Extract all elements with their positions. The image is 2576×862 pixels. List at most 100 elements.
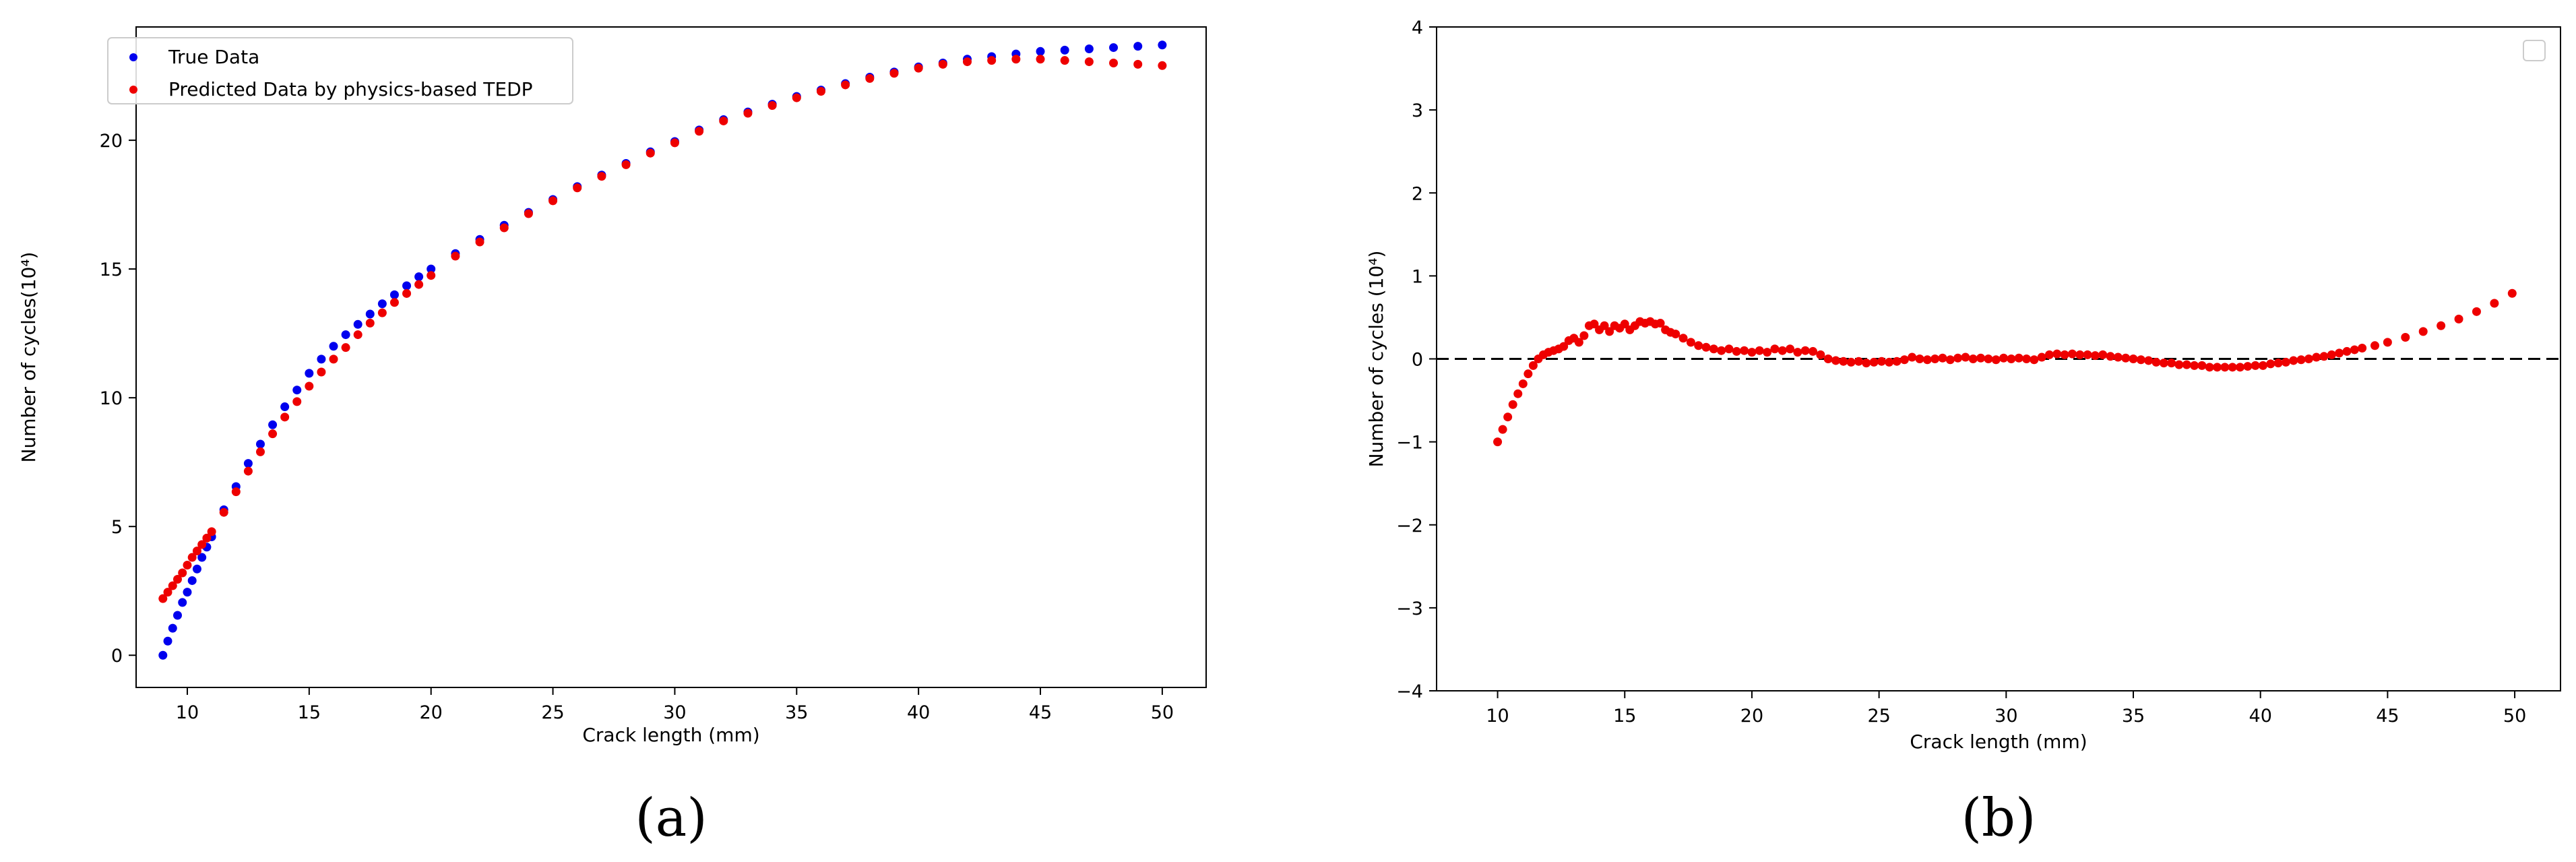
- data-point-series-0: [2044, 350, 2054, 359]
- data-point-series-0: [2370, 341, 2380, 350]
- data-point-series-1: [1060, 56, 1069, 65]
- data-point-series-1: [163, 588, 172, 597]
- data-point-series-0: [292, 386, 302, 395]
- data-point-series-0: [2075, 350, 2085, 359]
- data-point-series-0: [2472, 307, 2481, 316]
- data-point-series-0: [2350, 345, 2359, 355]
- data-point-series-0: [1899, 355, 1909, 365]
- data-point-series-0: [1717, 346, 1726, 355]
- x-tick-label: 15: [1613, 706, 1636, 727]
- chart-b: 10 15 20 25 30 35 40 45 50 −4 −3 −2 −1 0 1 2 3 4 Crack l…: [1365, 18, 2561, 849]
- data-point-series-0: [1574, 338, 1583, 347]
- data-point-series-1: [219, 507, 228, 517]
- data-point-series-0: [1559, 342, 1569, 351]
- data-point-series-1: [889, 69, 899, 78]
- chart-b-legend-frame: [2523, 40, 2546, 61]
- chart-a-y-ticks: 0 5 10 15 20: [100, 131, 136, 667]
- chart-b-x-ticks: 10 15 20 25 30 35 40 45 50: [1486, 691, 2526, 727]
- data-point-series-0: [1938, 353, 1947, 363]
- y-tick-label: 20: [100, 131, 123, 152]
- data-point-series-1: [938, 59, 947, 69]
- data-point-series-0: [1060, 45, 1069, 55]
- data-point-series-0: [2144, 356, 2154, 365]
- x-tick-label: 35: [2122, 706, 2145, 727]
- data-point-series-1: [499, 223, 509, 233]
- x-tick-label: 50: [1151, 702, 1174, 723]
- data-point-series-0: [2327, 350, 2336, 359]
- data-point-series-0: [1036, 47, 1045, 56]
- data-point-series-0: [1740, 346, 1749, 355]
- data-point-series-0: [353, 319, 363, 329]
- data-point-series-0: [2151, 357, 2161, 367]
- data-point-series-0: [2060, 350, 2069, 359]
- data-point-series-1: [548, 196, 558, 206]
- data-point-series-0: [2067, 349, 2077, 359]
- data-point-series-0: [2281, 357, 2290, 367]
- data-point-series-0: [2220, 363, 2230, 372]
- data-point-series-0: [1892, 357, 1902, 366]
- x-tick-label: 20: [420, 702, 443, 723]
- data-point-series-0: [1755, 346, 1764, 355]
- data-point-series-0: [2304, 355, 2313, 363]
- data-point-series-0: [192, 564, 201, 574]
- chart-b-panel-label: (b): [1961, 788, 2036, 849]
- data-point-series-0: [1620, 319, 1629, 329]
- x-tick-label: 40: [2249, 706, 2272, 727]
- data-point-series-0: [2090, 351, 2100, 361]
- data-point-series-1: [172, 575, 182, 584]
- data-point-series-0: [341, 330, 350, 340]
- data-point-series-1: [341, 343, 350, 352]
- data-point-series-0: [1930, 355, 1940, 363]
- data-point-series-0: [1877, 357, 1886, 366]
- data-point-series-1: [202, 533, 212, 543]
- data-point-series-0: [1493, 437, 1503, 447]
- data-point-series-0: [2213, 363, 2222, 372]
- data-point-series-0: [1770, 344, 1780, 354]
- data-point-series-0: [2197, 361, 2207, 370]
- data-point-series-1: [1084, 57, 1094, 67]
- data-point-series-1: [243, 466, 253, 476]
- data-point-series-1: [178, 568, 187, 578]
- data-point-series-0: [1694, 341, 1703, 350]
- x-tick-label: 45: [2376, 706, 2399, 727]
- data-point-series-0: [2174, 360, 2184, 369]
- data-point-series-1: [475, 237, 484, 247]
- data-point-series-0: [1579, 331, 1589, 340]
- data-point-series-1: [597, 172, 606, 181]
- y-tick-label: 5: [111, 517, 123, 538]
- data-point-series-0: [2014, 353, 2023, 363]
- x-tick-label: 40: [907, 702, 930, 723]
- data-point-series-0: [2022, 355, 2032, 363]
- data-point-series-1: [317, 367, 326, 377]
- data-point-series-0: [2319, 352, 2329, 361]
- data-point-series-1: [365, 318, 375, 328]
- data-point-series-0: [1869, 357, 1879, 367]
- data-point-series-0: [2507, 288, 2517, 298]
- data-point-series-0: [2129, 355, 2138, 363]
- y-tick-label: −4: [1396, 681, 1423, 702]
- data-point-series-1: [987, 56, 997, 65]
- y-tick-label: 1: [1412, 266, 1423, 287]
- data-point-series-0: [168, 623, 177, 633]
- data-point-series-0: [1854, 357, 1863, 366]
- data-point-series-0: [2266, 359, 2275, 369]
- data-point-series-1: [1011, 55, 1021, 64]
- y-tick-label: 3: [1412, 100, 1423, 121]
- data-point-series-0: [1809, 346, 1818, 356]
- data-point-series-0: [255, 439, 265, 449]
- data-point-series-0: [1915, 355, 1924, 363]
- data-point-series-0: [1724, 344, 1734, 354]
- data-point-series-0: [1508, 400, 1517, 409]
- x-tick-label: 15: [298, 702, 321, 723]
- data-point-series-1: [329, 355, 338, 364]
- x-tick-label: 20: [1740, 706, 1763, 727]
- x-tick-label: 45: [1029, 702, 1052, 723]
- x-tick-label: 25: [1867, 706, 1890, 727]
- data-point-series-1: [743, 109, 753, 118]
- data-point-series-0: [163, 636, 172, 646]
- data-point-series-0: [2159, 359, 2168, 368]
- data-point-series-0: [1678, 334, 1688, 343]
- data-point-series-0: [1885, 357, 1894, 367]
- chart-a-points: [158, 40, 1167, 660]
